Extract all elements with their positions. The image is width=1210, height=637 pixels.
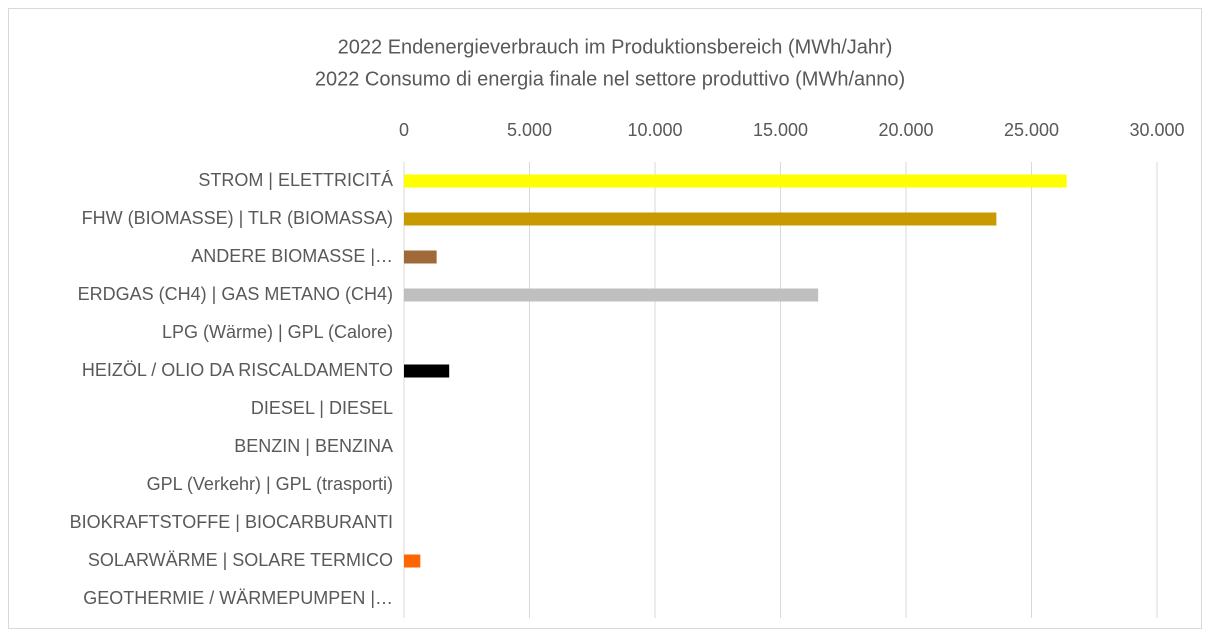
- y-tick-label: BIOKRAFTSTOFFE | BIOCARBURANTI: [70, 512, 393, 532]
- bar: [404, 288, 819, 302]
- bar: [404, 554, 421, 568]
- y-tick-label: LPG (Wärme) | GPL (Calore): [162, 322, 393, 342]
- chart-title: 2022 Endenergieverbrauch im Produktionsb…: [338, 36, 893, 58]
- x-tick-label: 15.000: [753, 120, 808, 140]
- x-tick-label: 20.000: [878, 120, 933, 140]
- y-tick-label: DIESEL | DIESEL: [251, 398, 393, 418]
- y-tick-label: SOLARWÄRME | SOLARE TERMICO: [88, 550, 393, 570]
- chart-subtitle: 2022 Consumo di energia finale nel setto…: [315, 68, 905, 90]
- x-tick-label: 10.000: [627, 120, 682, 140]
- y-tick-label: BENZIN | BENZINA: [234, 436, 393, 456]
- x-tick-label: 0: [399, 120, 409, 140]
- x-tick-label: 30.000: [1129, 120, 1184, 140]
- y-tick-label: GPL (Verkehr) | GPL (trasporti): [147, 474, 393, 494]
- y-tick-label: ANDERE BIOMASSE |…: [191, 246, 393, 266]
- bar: [404, 364, 450, 378]
- x-tick-label: 5.000: [507, 120, 552, 140]
- bar: [404, 212, 997, 226]
- bar: [404, 250, 437, 264]
- y-tick-label: ERDGAS (CH4) | GAS METANO (CH4): [78, 284, 393, 304]
- y-tick-label: GEOTHERMIE / WÄRMEPUMPEN |…: [83, 588, 393, 608]
- bar: [404, 174, 1067, 188]
- y-tick-label: HEIZÖL / OLIO DA RISCALDAMENTO: [82, 360, 393, 380]
- chart-border: [8, 8, 1202, 629]
- x-tick-label: 25.000: [1004, 120, 1059, 140]
- y-tick-label: STROM | ELETTRICITÁ: [198, 170, 393, 190]
- y-tick-label: FHW (BIOMASSE) | TLR (BIOMASSA): [82, 208, 393, 228]
